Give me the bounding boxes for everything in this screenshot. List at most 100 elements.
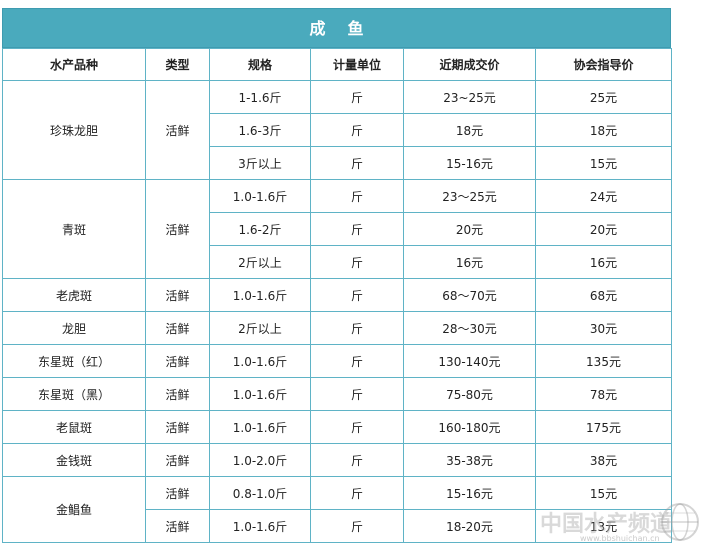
spec-cell: 2斤以上	[209, 311, 311, 345]
type-cell: 活鲜	[145, 509, 210, 543]
recent-price-cell: 18-20元	[403, 509, 536, 543]
guide-price-cell: 135元	[535, 344, 672, 378]
spec-cell: 1.0-1.6斤	[209, 344, 311, 378]
recent-price-cell: 20元	[403, 212, 536, 246]
spec-cell: 1.0-1.6斤	[209, 410, 311, 444]
watermark-text: 中国水产频道	[540, 512, 673, 537]
unit-cell: 斤	[310, 80, 404, 114]
header-spec: 规格	[209, 48, 311, 81]
table-row: 东星斑（红） 活鲜 1.0-1.6斤 斤 130-140元 135元	[2, 344, 672, 378]
spec-cell: 2斤以上	[209, 245, 311, 279]
type-cell: 活鲜	[145, 278, 210, 312]
recent-price-cell: 68～70元	[403, 278, 536, 312]
unit-cell: 斤	[310, 245, 404, 279]
guide-price-cell: 38元	[535, 443, 672, 477]
unit-cell: 斤	[310, 113, 404, 147]
table-row: 龙胆 活鲜 2斤以上 斤 28～30元 30元	[2, 311, 672, 345]
watermark: 中国水产频道 www.bbshuichan.cn	[540, 503, 707, 548]
spec-cell: 0.8-1.0斤	[209, 476, 311, 510]
unit-cell: 斤	[310, 509, 404, 543]
recent-price-cell: 18元	[403, 113, 536, 147]
table-row: 珍珠龙胆 活鲜 1-1.6斤 斤 23~25元 25元	[2, 80, 672, 180]
table-row: 青斑 活鲜 1.0-1.6斤 斤 23～25元 24元	[2, 179, 672, 279]
unit-cell: 斤	[310, 410, 404, 444]
price-table: 水产品种 类型 规格 计量单位 近期成交价 协会指导价 珍珠龙胆 活鲜 1-1.…	[2, 48, 672, 543]
unit-cell: 斤	[310, 443, 404, 477]
unit-cell: 斤	[310, 146, 404, 180]
recent-price-cell: 15-16元	[403, 476, 536, 510]
unit-cell: 斤	[310, 476, 404, 510]
unit-cell: 斤	[310, 212, 404, 246]
guide-price-cell: 78元	[535, 377, 672, 411]
guide-price-cell: 175元	[535, 410, 672, 444]
unit-cell: 斤	[310, 377, 404, 411]
table-row: 1.6-3斤 斤 18元 18元	[3, 113, 672, 147]
spec-cell: 1.0-1.6斤	[209, 179, 311, 213]
guide-price-cell: 15元	[535, 146, 672, 180]
unit-cell: 斤	[310, 344, 404, 378]
table-row: 东星斑（黑） 活鲜 1.0-1.6斤 斤 75-80元 78元	[2, 377, 672, 411]
spec-cell: 1.0-1.6斤	[209, 509, 311, 543]
type-cell: 活鲜	[145, 344, 210, 378]
spec-cell: 1.0-1.6斤	[209, 278, 311, 312]
guide-price-cell: 13元	[535, 509, 672, 543]
guide-price-cell: 15元	[535, 476, 672, 510]
guide-price-cell: 24元	[535, 179, 672, 213]
table-row: 金钱斑 活鲜 1.0-2.0斤 斤 35-38元 38元	[2, 443, 672, 477]
recent-price-cell: 23～25元	[403, 179, 536, 213]
header-guide-price: 协会指导价	[535, 48, 672, 81]
table-row: 活鲜 1.0-1.6斤 斤 18-20元 13元	[3, 509, 672, 543]
spec-cell: 1-1.6斤	[209, 80, 311, 114]
header-species: 水产品种	[2, 48, 146, 81]
species-cell: 东星斑（黑）	[2, 377, 146, 411]
guide-price-cell: 18元	[535, 113, 672, 147]
guide-price-cell: 25元	[535, 80, 672, 114]
recent-price-cell: 28～30元	[403, 311, 536, 345]
recent-price-cell: 35-38元	[403, 443, 536, 477]
header-row: 水产品种 类型 规格 计量单位 近期成交价 协会指导价	[2, 48, 672, 81]
type-cell: 活鲜	[145, 410, 210, 444]
table-row: 2斤以上 斤 16元 16元	[3, 245, 672, 279]
type-cell: 活鲜	[145, 311, 210, 345]
guide-price-cell: 20元	[535, 212, 672, 246]
table-row: 老虎斑 活鲜 1.0-1.6斤 斤 68～70元 68元	[2, 278, 672, 312]
recent-price-cell: 160-180元	[403, 410, 536, 444]
guide-price-cell: 16元	[535, 245, 672, 279]
type-cell: 活鲜	[145, 179, 210, 279]
table-row: 老鼠斑 活鲜 1.0-1.6斤 斤 160-180元 175元	[2, 410, 672, 444]
header-recent-price: 近期成交价	[403, 48, 536, 81]
species-cell: 东星斑（红）	[2, 344, 146, 378]
species-cell: 珍珠龙胆	[2, 80, 146, 180]
recent-price-cell: 23~25元	[403, 80, 536, 114]
unit-cell: 斤	[310, 311, 404, 345]
table-row: 金鲳鱼 活鲜 0.8-1.0斤 斤 15-16元 15元	[2, 476, 672, 543]
price-table-container: 成鱼 水产品种 类型 规格 计量单位 近期成交价 协会指导价 珍珠龙胆 活鲜 1…	[2, 8, 672, 543]
recent-price-cell: 15-16元	[403, 146, 536, 180]
type-cell: 活鲜	[145, 80, 210, 180]
recent-price-cell: 75-80元	[403, 377, 536, 411]
spec-cell: 1.6-2斤	[209, 212, 311, 246]
header-type: 类型	[145, 48, 210, 81]
type-cell: 活鲜	[145, 377, 210, 411]
recent-price-cell: 130-140元	[403, 344, 536, 378]
guide-price-cell: 68元	[535, 278, 672, 312]
globe-icon	[661, 503, 699, 541]
species-cell: 青斑	[2, 179, 146, 279]
type-cell: 活鲜	[145, 443, 210, 477]
spec-cell: 3斤以上	[209, 146, 311, 180]
type-cell: 活鲜	[145, 476, 210, 510]
recent-price-cell: 16元	[403, 245, 536, 279]
spec-cell: 1.6-3斤	[209, 113, 311, 147]
watermark-url: www.bbshuichan.cn	[580, 534, 660, 543]
header-unit: 计量单位	[310, 48, 404, 81]
table-row: 3斤以上 斤 15-16元 15元	[3, 146, 672, 180]
spec-cell: 1.0-2.0斤	[209, 443, 311, 477]
table-title: 成鱼	[2, 8, 671, 48]
species-cell: 老鼠斑	[2, 410, 146, 444]
spec-cell: 1.0-1.6斤	[209, 377, 311, 411]
species-cell: 金鲳鱼	[2, 476, 146, 543]
guide-price-cell: 30元	[535, 311, 672, 345]
unit-cell: 斤	[310, 278, 404, 312]
species-cell: 龙胆	[2, 311, 146, 345]
unit-cell: 斤	[310, 179, 404, 213]
